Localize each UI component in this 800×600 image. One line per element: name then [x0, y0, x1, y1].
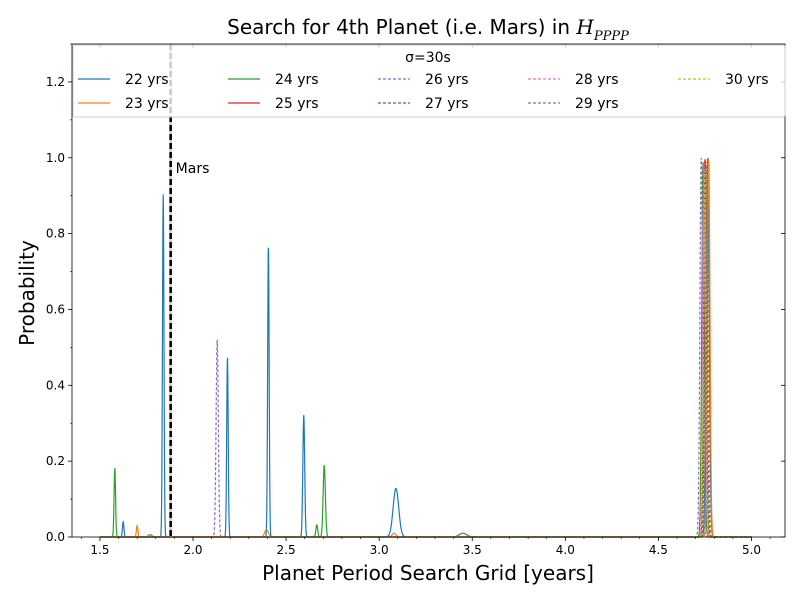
y-tick-label-1: 0.2 — [46, 454, 65, 468]
y-tick-label-5: 1.0 — [46, 151, 65, 165]
x-tick-label-3: 3.0 — [370, 543, 389, 557]
legend-item-6: 28 yrs — [528, 72, 619, 88]
x-tick-label-1: 2.0 — [183, 543, 202, 557]
y-tick-label-6: 1.2 — [46, 75, 65, 89]
reference-line-label: Mars — [176, 161, 210, 177]
x-tick-label-7: 5.0 — [742, 543, 761, 557]
legend-item-5: 27 yrs — [378, 96, 469, 112]
y-tick-label-2: 0.4 — [46, 378, 65, 392]
x-tick-label-0: 1.5 — [90, 543, 109, 557]
legend-label-8: 30 yrs — [725, 72, 769, 88]
legend-label-6: 28 yrs — [575, 72, 619, 88]
x-tick-label-6: 4.5 — [649, 543, 668, 557]
legend-item-7: 29 yrs — [528, 96, 619, 112]
legend-label-1: 23 yrs — [125, 96, 169, 112]
plot-frame — [71, 43, 786, 538]
legend-box — [72, 44, 786, 118]
legend-item-2: 24 yrs — [228, 72, 319, 88]
x-tick-label-4: 3.5 — [463, 543, 482, 557]
legend-items: 22 yrs 23 yrs 24 yrs 25 yrs 26 yrs 27 yrs 28 y… — [78, 72, 769, 112]
chart-title-main: Search for 4th Planet (i.e. Mars) in — [227, 15, 576, 39]
legend-label-5: 27 yrs — [425, 96, 469, 112]
legend-item-1: 23 yrs — [78, 96, 169, 112]
legend-label-3: 25 yrs — [275, 96, 319, 112]
x-tick-label-5: 4.0 — [556, 543, 575, 557]
legend-item-0: 22 yrs — [78, 72, 169, 88]
legend-item-3: 25 yrs — [228, 96, 319, 112]
legend-label-4: 26 yrs — [425, 72, 469, 88]
legend-label-7: 29 yrs — [575, 96, 619, 112]
reference-line-layer: Mars — [169, 44, 210, 537]
legend-label-2: 24 yrs — [275, 72, 319, 88]
y-ticks: 0.0 0.2 0.4 0.6 0.8 1.0 1.2 — [46, 43, 785, 544]
legend-item-4: 26 yrs — [378, 72, 469, 88]
legend-item-8: 30 yrs — [678, 72, 769, 88]
y-axis-label: Probability — [15, 240, 39, 346]
y-tick-label-4: 0.8 — [46, 227, 65, 241]
legend: σ=30s 22 yrs 23 yrs 24 yrs 25 yrs 26 yrs 27 y… — [72, 44, 786, 118]
legend-title: σ=30s — [405, 50, 451, 66]
legend-label-0: 22 yrs — [125, 72, 169, 88]
chart-title: Search for 4th Planet (i.e. Mars) in HPP… — [227, 15, 629, 44]
y-tick-label-3: 0.6 — [46, 302, 65, 316]
x-axis-label: Planet Period Search Grid [years] — [262, 561, 594, 585]
chart-title-symbol: H — [575, 15, 594, 39]
x-tick-label-2: 2.5 — [277, 543, 296, 557]
chart-title-subscript: PPPP — [593, 29, 629, 44]
y-tick-label-0: 0.0 — [46, 530, 65, 544]
